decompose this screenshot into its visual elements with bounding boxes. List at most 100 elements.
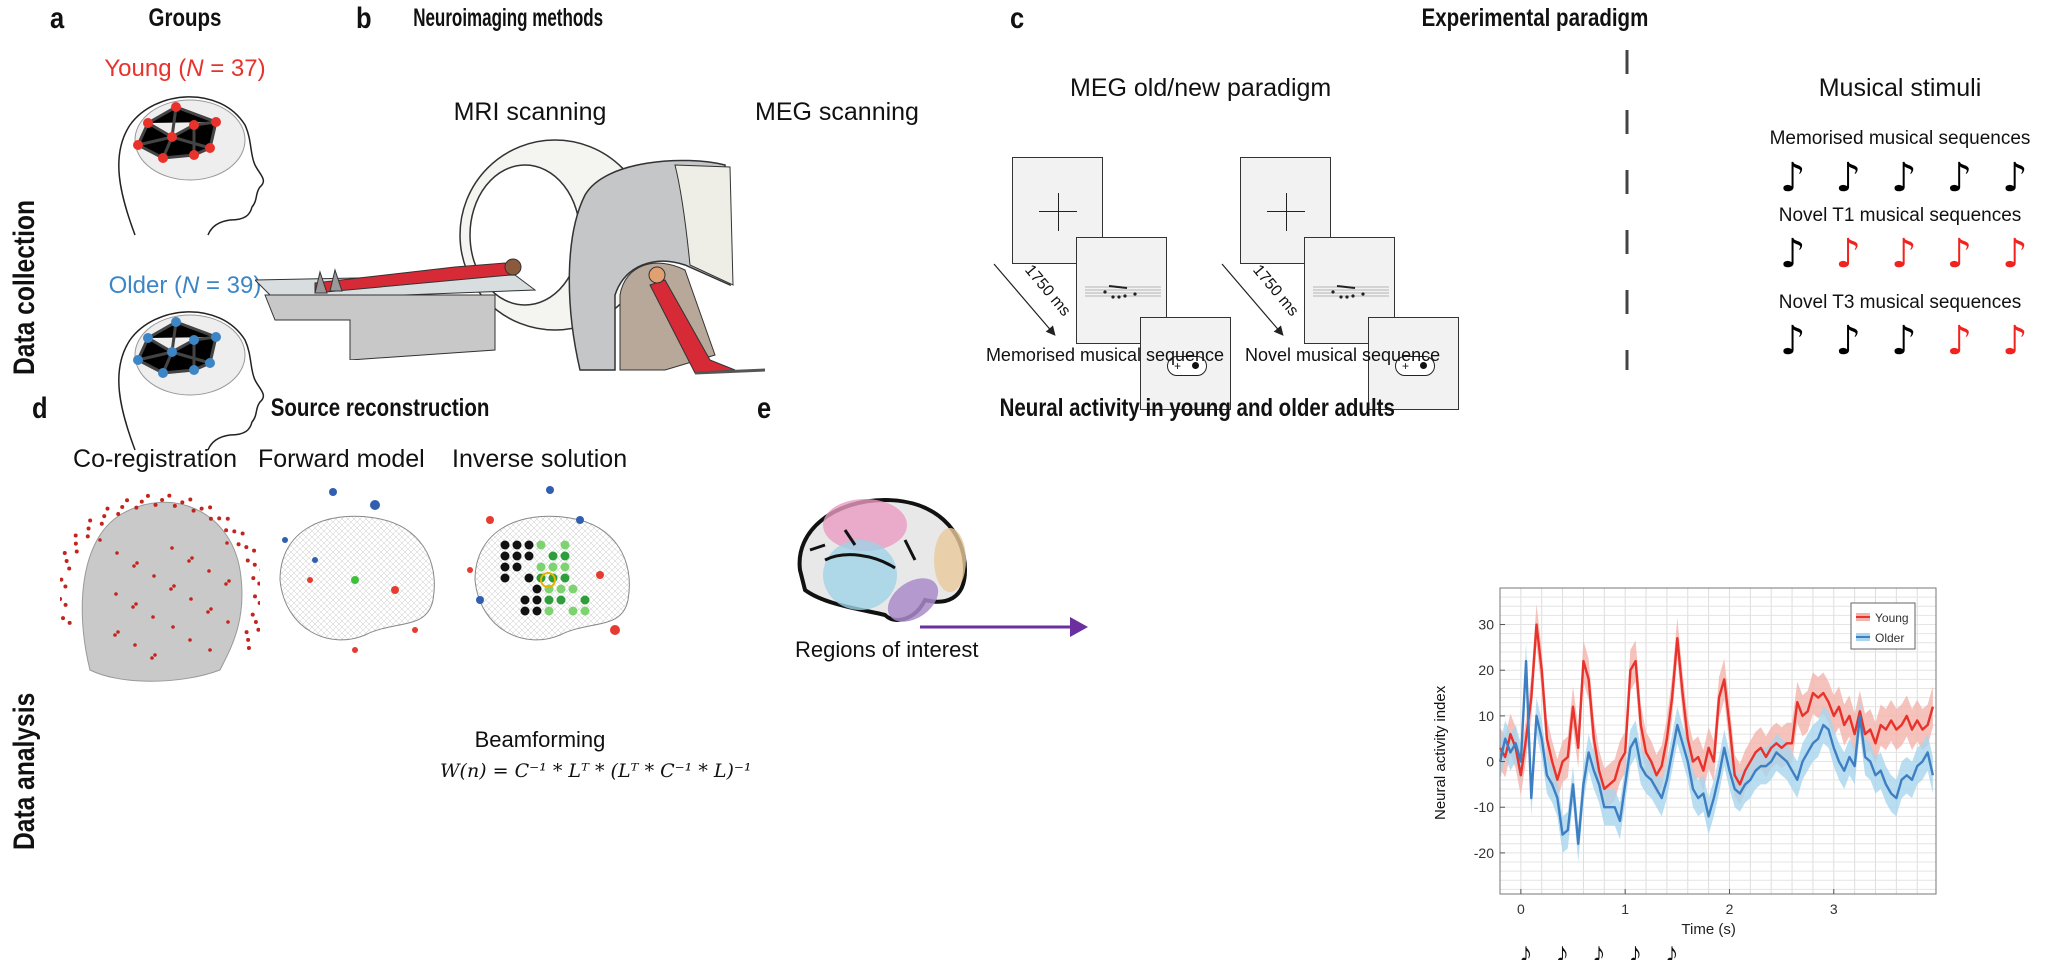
label-text: Older ( <box>108 272 182 299</box>
response-screen: + <box>1140 317 1231 410</box>
music-score-icon <box>1085 285 1161 299</box>
row-label-data-analysis: Data analysis <box>8 692 41 850</box>
stimulus-label: Memorised musical sequences <box>1769 128 2031 149</box>
music-note-icon: ♪ <box>1891 155 1917 201</box>
x-tick-label: 3 <box>1830 901 1838 917</box>
forward-model-mesh-illustration <box>279 488 435 653</box>
legend: Young Older <box>1850 602 1916 650</box>
x-tick-label: 2 <box>1726 901 1734 917</box>
music-note-icon: ♪ <box>1891 231 1917 277</box>
stimulus-label: Novel T3 musical sequences <box>1778 292 2022 313</box>
panel-title-neuroimaging: Neuroimaging methods <box>413 4 604 32</box>
label-text: = 37) <box>203 55 266 82</box>
label-n: N <box>181 272 200 299</box>
dashed-divider <box>1625 50 1629 370</box>
beamforming-formula: W(n) = C⁻¹ * Lᵀ * (Lᵀ * C⁻¹ * L)⁻¹ <box>440 760 752 782</box>
music-note-icon: ♪ <box>2002 155 2028 201</box>
x-tick-label: 1 <box>1621 901 1629 917</box>
meg-scanner-illustration <box>568 159 766 375</box>
head-network-young-illustration <box>118 96 265 236</box>
row-label-data-collection: Data collection <box>8 200 41 375</box>
fixation-cross-icon <box>1286 193 1287 231</box>
panel-letter-a: a <box>50 2 65 35</box>
y-tick-label: 0 <box>1486 754 1494 770</box>
response-button-icon: + <box>1167 356 1207 376</box>
y-tick-label: -10 <box>1474 799 1494 815</box>
note-sequence: ♪ ♪ ♪ ♪ ♪ <box>1780 234 2028 274</box>
stimulus-label: Novel T1 musical sequences <box>1778 205 2022 226</box>
head-network-older-illustration <box>118 311 265 451</box>
label-n: N <box>186 55 204 82</box>
music-note-icon: ♪ <box>1628 937 1642 960</box>
group-label-young: Young (N = 37) <box>90 55 280 83</box>
legend-label: Older <box>1875 631 1904 645</box>
music-note-icon: ♪ <box>1946 231 1973 277</box>
series-line-older <box>1498 659 1935 845</box>
note-sequence: ♪ ♪ ♪ ♪ ♪ <box>1780 158 2028 198</box>
time-arrow <box>993 263 1056 336</box>
music-note-icon: ♪ <box>1835 318 1862 364</box>
stimuli-title: Musical stimuli <box>1818 74 1982 102</box>
sequence-caption: Memorised musical sequence <box>985 345 1225 365</box>
fixation-cross-icon <box>1039 211 1077 212</box>
music-note-icon: ♪ <box>1519 937 1533 960</box>
music-note-icon: ♪ <box>1665 937 1679 960</box>
step-forward-model: Forward model <box>258 445 425 473</box>
legend-label: Young <box>1875 611 1909 625</box>
step-coregistration: Co-registration <box>73 445 237 473</box>
roi-purple <box>887 578 939 622</box>
group-label-older: Older (N = 39) <box>90 272 280 300</box>
music-note-icon: ♪ <box>1780 231 1806 277</box>
plot-frame <box>1499 587 1937 895</box>
time-arrows <box>993 263 1284 336</box>
series-band-young <box>1500 603 1933 810</box>
y-axis-label: Neural activity index <box>1432 685 1449 820</box>
label-text: = 39) <box>199 272 262 299</box>
response-screen: + <box>1368 317 1459 410</box>
panel-title-experimental: Experimental paradigm <box>1421 4 1649 32</box>
panel-letter-d: d <box>32 392 48 425</box>
fixation-cross-icon <box>1058 193 1059 231</box>
y-tick-label: 20 <box>1478 662 1494 678</box>
y-tick-label: 10 <box>1478 708 1494 724</box>
panel-title-groups: Groups <box>148 4 222 32</box>
brain-roi-illustration <box>797 497 968 622</box>
mri-label: MRI scanning <box>453 98 607 126</box>
meg-label: MEG scanning <box>755 98 919 126</box>
music-note-icon: ♪ <box>1835 155 1862 201</box>
coregistration-head-illustration <box>60 493 260 682</box>
panel-title-neural-activity: Neural activity in young and older adult… <box>999 394 1395 422</box>
fixation-cross-icon <box>1267 211 1305 212</box>
music-note-icon: ♪ <box>1946 155 1973 201</box>
music-note-icon: ♪ <box>1592 937 1606 960</box>
x-tick-label: 0 <box>1517 901 1525 917</box>
sequence-caption: Novel musical sequence <box>1245 345 1441 365</box>
panel-letter-b: b <box>356 2 372 35</box>
legend-box <box>1850 602 1916 650</box>
roi-tan <box>934 528 966 592</box>
time-arrow <box>1221 263 1284 336</box>
panel-letter-c: c <box>1010 2 1025 35</box>
note-sequence: ♪ ♪ ♪ ♪ ♪ <box>1780 321 2028 361</box>
music-score-icon <box>1313 285 1389 299</box>
music-note-icon: ♪ <box>1780 318 1806 364</box>
music-note-icon: ♪ <box>2002 231 2028 277</box>
music-note-icon: ♪ <box>1555 937 1569 960</box>
y-tick-label: -20 <box>1474 845 1494 861</box>
y-tick-label: 30 <box>1478 617 1494 633</box>
step-inverse-solution: Inverse solution <box>452 445 628 473</box>
music-note-icon: ♪ <box>1891 318 1917 364</box>
paradigm-title: MEG old/new paradigm <box>1070 74 1332 102</box>
beamforming-label: Beamforming <box>474 727 606 752</box>
roi-arrow <box>920 617 1088 637</box>
music-note-icon: ♪ <box>1780 155 1806 201</box>
music-note-icon: ♪ <box>1946 318 1973 364</box>
roi-blue <box>823 540 897 610</box>
inverse-solution-mesh-illustration <box>467 486 630 641</box>
response-button-icon: + <box>1395 356 1435 376</box>
label-text: Young ( <box>104 55 187 82</box>
neural-activity-chart: -20 -10 0 10 20 30 0 1 2 3 Time (s) Young Older ♪ ♪ ♪ ♪ ♪ <box>1474 587 1937 960</box>
roi-label: Regions of interest <box>795 637 979 662</box>
music-note-icon: ♪ <box>1835 231 1862 277</box>
music-note-icon: ♪ <box>2002 318 2028 364</box>
